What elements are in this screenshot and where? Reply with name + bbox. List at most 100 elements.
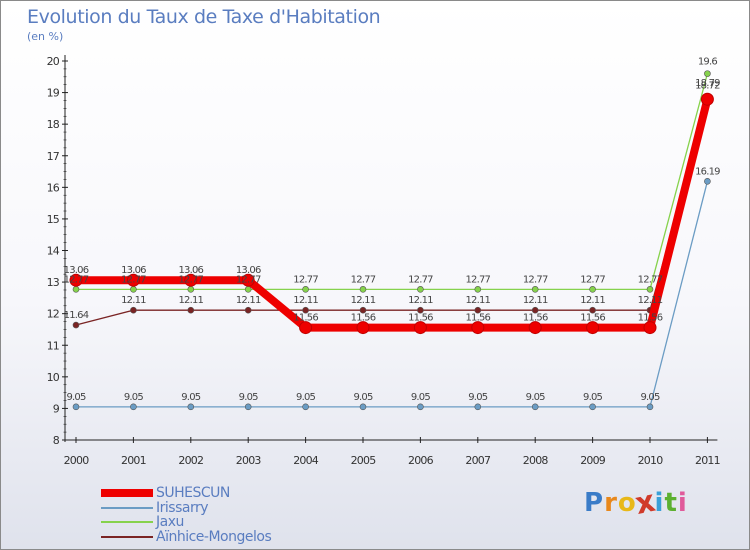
data-point: [471, 321, 485, 335]
x-tick-label: 2006: [408, 454, 434, 467]
proxiti-logo: Proxiti: [584, 484, 688, 522]
logo-letter: i: [654, 488, 665, 518]
y-tick-label: 19: [47, 87, 60, 100]
data-label: 9.05: [411, 392, 431, 403]
chart-title: Evolution du Taux de Taxe d'Habitation: [27, 6, 381, 28]
data-point: [589, 306, 596, 314]
logo-letter: t: [664, 488, 678, 518]
data-label: 13.06: [64, 265, 89, 276]
data-label: 12.11: [178, 295, 203, 306]
y-tick-label: 9: [53, 402, 60, 415]
data-label: 19.6: [698, 57, 718, 68]
data-point: [244, 306, 252, 314]
data-point: [184, 273, 198, 287]
data-label: 12.11: [465, 295, 490, 306]
data-label: 12.77: [638, 274, 663, 285]
x-tick-label: 2005: [351, 454, 377, 467]
x-tick-label: 2008: [523, 454, 549, 467]
data-label: 12.77: [293, 274, 318, 285]
data-point: [359, 286, 367, 293]
data-point: [531, 306, 539, 314]
data-label: 12.77: [580, 274, 605, 285]
data-label: 18.72: [695, 80, 720, 91]
chart-subtitle: (en %): [27, 30, 64, 43]
data-label: 18.79: [695, 78, 720, 89]
data-point: [474, 306, 482, 314]
data-label: 13.06: [236, 265, 261, 276]
data-point: [359, 306, 367, 314]
y-tick-label: 17: [47, 150, 60, 163]
data-label: 9.05: [526, 392, 546, 403]
legend-label: Aïnhice-Mongelos: [156, 528, 272, 545]
data-point: [643, 321, 657, 335]
data-point: [302, 403, 309, 411]
logo-letter: r: [604, 488, 618, 518]
y-tick-label: 12: [47, 308, 59, 321]
x-tick-label: 2004: [293, 454, 319, 467]
data-point: [130, 403, 137, 411]
data-label: 12.11: [408, 295, 433, 306]
x-tick-label: 2007: [465, 454, 491, 467]
data-label: 11.56: [408, 313, 433, 324]
data-point: [359, 403, 367, 411]
data-label: 9.05: [640, 392, 660, 403]
data-label: 11.56: [351, 313, 376, 324]
data-label: 12.77: [523, 274, 548, 285]
data-point: [589, 286, 596, 293]
data-point: [356, 321, 370, 335]
y-tick-label: 14: [47, 245, 60, 258]
data-label: 9.05: [181, 392, 201, 403]
legend-swatch: [101, 535, 153, 538]
data-label: 12.11: [523, 295, 548, 306]
data-label: 11.56: [465, 313, 490, 324]
data-label: 12.11: [236, 295, 261, 306]
legend-label: Jaxu: [156, 514, 184, 530]
y-tick-label: 10: [47, 371, 60, 384]
data-point: [302, 286, 309, 293]
data-point: [417, 306, 424, 314]
legend-label: SUHESCUN: [156, 485, 230, 501]
data-label: 9.05: [353, 392, 373, 403]
data-label: 12.77: [408, 274, 433, 285]
x-tick-label: 2000: [64, 454, 90, 467]
data-label: 12.11: [638, 295, 663, 306]
data-label: 12.77: [178, 274, 203, 285]
y-tick-label: 18: [47, 118, 60, 131]
x-tick-label: 2010: [638, 454, 664, 467]
data-label: 11.56: [523, 313, 548, 324]
data-point: [474, 286, 482, 293]
data-point: [646, 286, 654, 293]
x-tick-label: 2009: [580, 454, 606, 467]
data-label: 12.77: [351, 274, 376, 285]
data-label: 12.77: [64, 274, 89, 285]
data-point: [299, 321, 313, 335]
data-point: [528, 321, 542, 335]
legend-label: Irissarry: [156, 499, 209, 516]
series-line-suhescun: [72, 95, 712, 332]
data-label: 11.64: [64, 310, 89, 321]
data-point: [417, 286, 424, 293]
legend-swatch: [101, 521, 153, 523]
data-point: [72, 286, 80, 293]
data-label: 12.77: [121, 274, 146, 285]
data-label: 12.11: [121, 295, 146, 306]
data-label: 9.05: [296, 392, 316, 403]
data-point: [413, 321, 427, 335]
data-label: 9.05: [124, 392, 144, 403]
data-label: 12.77: [236, 274, 261, 285]
series-line-irissarry: [75, 180, 709, 408]
y-tick-label: 16: [47, 181, 60, 194]
data-point: [704, 70, 711, 77]
data-label: 9.05: [66, 392, 86, 403]
legend-swatch: [101, 489, 153, 497]
legend-swatch: [101, 506, 153, 509]
data-point: [704, 178, 711, 185]
series-line-jaxu: [75, 72, 709, 290]
data-label: 9.05: [468, 392, 488, 403]
data-point: [130, 306, 137, 314]
data-label: 12.77: [465, 274, 490, 285]
data-point: [69, 273, 83, 287]
series-line-a-nhice-mongelos: [75, 100, 709, 326]
data-label: 12.11: [580, 295, 605, 306]
